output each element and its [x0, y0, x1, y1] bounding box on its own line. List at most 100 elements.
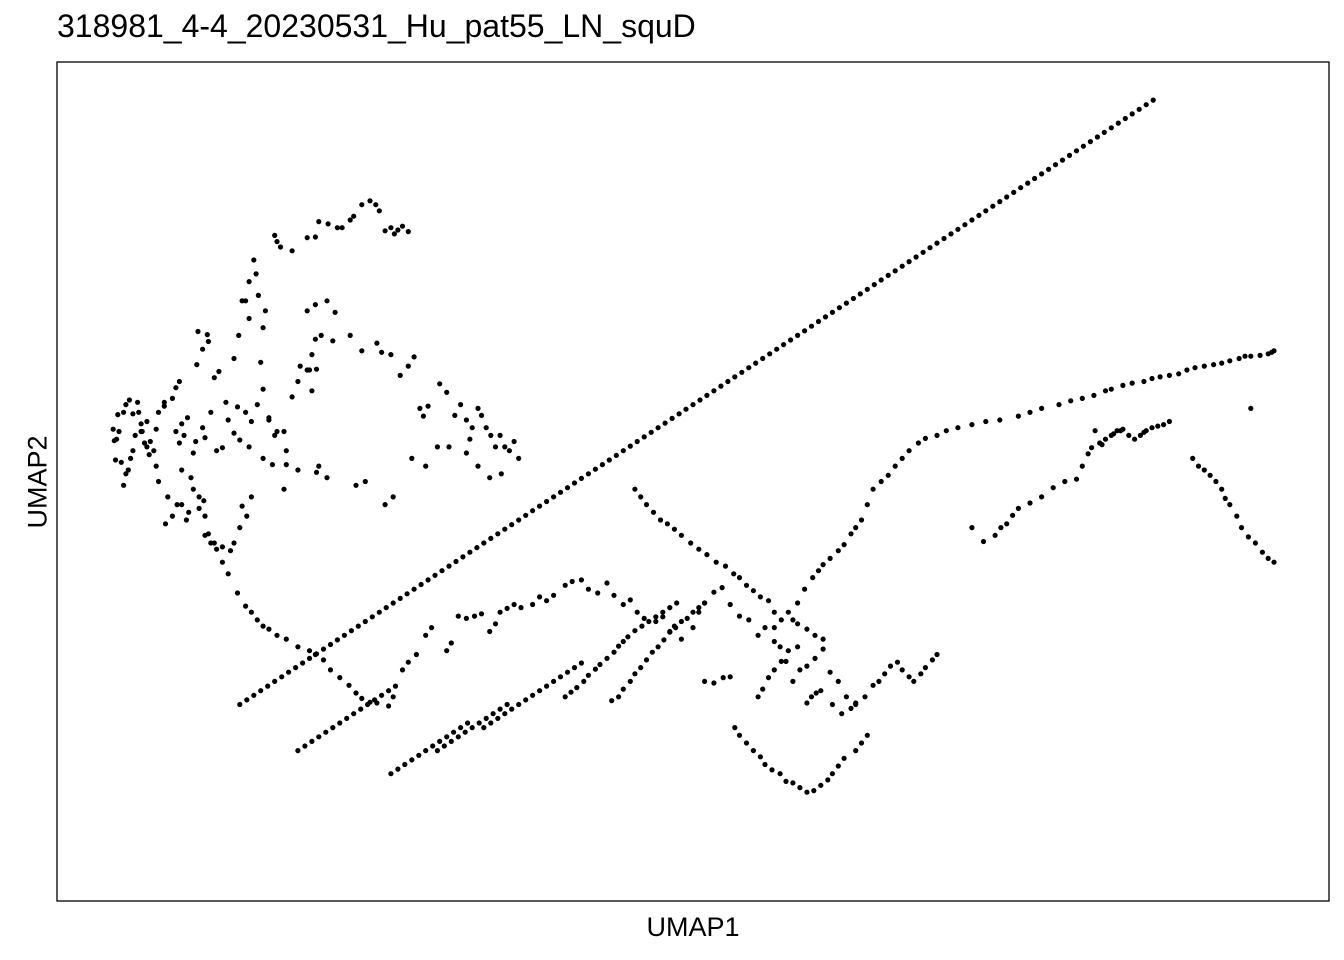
data-point	[530, 508, 536, 514]
data-point	[1046, 166, 1052, 172]
data-point	[132, 432, 138, 438]
data-point	[537, 688, 543, 694]
data-point	[471, 613, 478, 619]
data-point	[251, 692, 257, 698]
data-point	[327, 641, 334, 648]
data-point	[516, 455, 522, 461]
data-point	[390, 694, 396, 700]
data-point	[662, 420, 668, 426]
data-point	[804, 663, 810, 669]
data-point	[469, 425, 475, 431]
data-point	[382, 502, 388, 508]
data-point	[181, 432, 187, 438]
data-point	[820, 646, 826, 652]
data-point	[316, 734, 322, 740]
data-point	[697, 397, 703, 403]
data-point	[504, 605, 510, 612]
data-point	[347, 332, 353, 338]
data-point	[283, 448, 289, 454]
data-point	[179, 421, 185, 427]
data-point	[627, 443, 633, 449]
data-point	[827, 555, 833, 562]
data-point	[453, 558, 459, 565]
data-point	[130, 411, 136, 417]
data-point	[1211, 362, 1217, 368]
data-point	[864, 732, 870, 738]
data-point	[1259, 549, 1265, 555]
data-point	[353, 482, 359, 488]
data-point	[1027, 409, 1033, 415]
data-point	[304, 308, 310, 314]
data-point	[818, 688, 824, 694]
data-point	[204, 332, 210, 338]
data-point	[1080, 143, 1086, 149]
data-point	[492, 621, 499, 627]
data-point	[620, 448, 626, 454]
data-point	[281, 486, 287, 492]
data-point	[467, 549, 473, 555]
data-point	[516, 701, 522, 708]
data-point	[283, 462, 289, 468]
data-point	[882, 671, 888, 677]
data-point	[702, 600, 708, 606]
data-point	[771, 667, 777, 673]
data-point	[1137, 432, 1143, 438]
data-point	[1192, 365, 1198, 371]
data-point	[498, 471, 504, 477]
data-point	[696, 605, 702, 611]
data-point	[757, 594, 764, 600]
data-point	[174, 502, 180, 508]
data-point	[397, 372, 403, 378]
data-point	[518, 605, 524, 611]
data-point	[155, 409, 162, 415]
data-point	[409, 757, 415, 763]
data-point	[169, 513, 175, 519]
data-point	[161, 399, 167, 405]
data-point	[324, 298, 330, 304]
data-point	[265, 683, 271, 689]
data-point	[997, 417, 1003, 423]
data-point	[781, 342, 787, 348]
data-point	[667, 629, 673, 635]
data-point	[188, 475, 194, 481]
data-point	[253, 271, 259, 277]
data-point	[196, 494, 202, 500]
data-point	[736, 575, 743, 581]
data-point	[523, 512, 529, 518]
data-point	[304, 235, 310, 241]
data-point	[955, 226, 961, 232]
data-point	[1257, 352, 1263, 358]
data-point	[927, 245, 933, 251]
data-point	[1073, 476, 1080, 482]
data-point	[434, 748, 440, 754]
data-point	[1015, 413, 1022, 419]
data-point	[1010, 512, 1016, 518]
data-point	[492, 444, 499, 450]
data-point	[409, 455, 415, 461]
data-point	[405, 363, 411, 369]
data-point	[1050, 485, 1056, 491]
data-point	[201, 498, 207, 504]
data-point	[446, 563, 452, 569]
data-point	[537, 594, 543, 600]
data-point	[295, 467, 301, 473]
data-point	[1149, 425, 1155, 431]
data-point	[402, 761, 408, 768]
data-point	[750, 748, 757, 754]
data-point	[504, 701, 510, 708]
data-point	[569, 578, 575, 585]
data-point	[186, 509, 192, 515]
data-point	[667, 605, 673, 611]
data-point	[678, 618, 685, 625]
data-point	[425, 403, 431, 409]
data-point	[664, 521, 671, 527]
data-point	[395, 227, 401, 233]
data-point	[448, 738, 454, 745]
data-point	[262, 308, 268, 314]
data-point	[725, 378, 731, 385]
data-point	[391, 231, 397, 237]
data-point	[309, 388, 315, 394]
data-point	[246, 315, 252, 322]
data-point	[392, 683, 399, 689]
data-point	[870, 486, 876, 492]
